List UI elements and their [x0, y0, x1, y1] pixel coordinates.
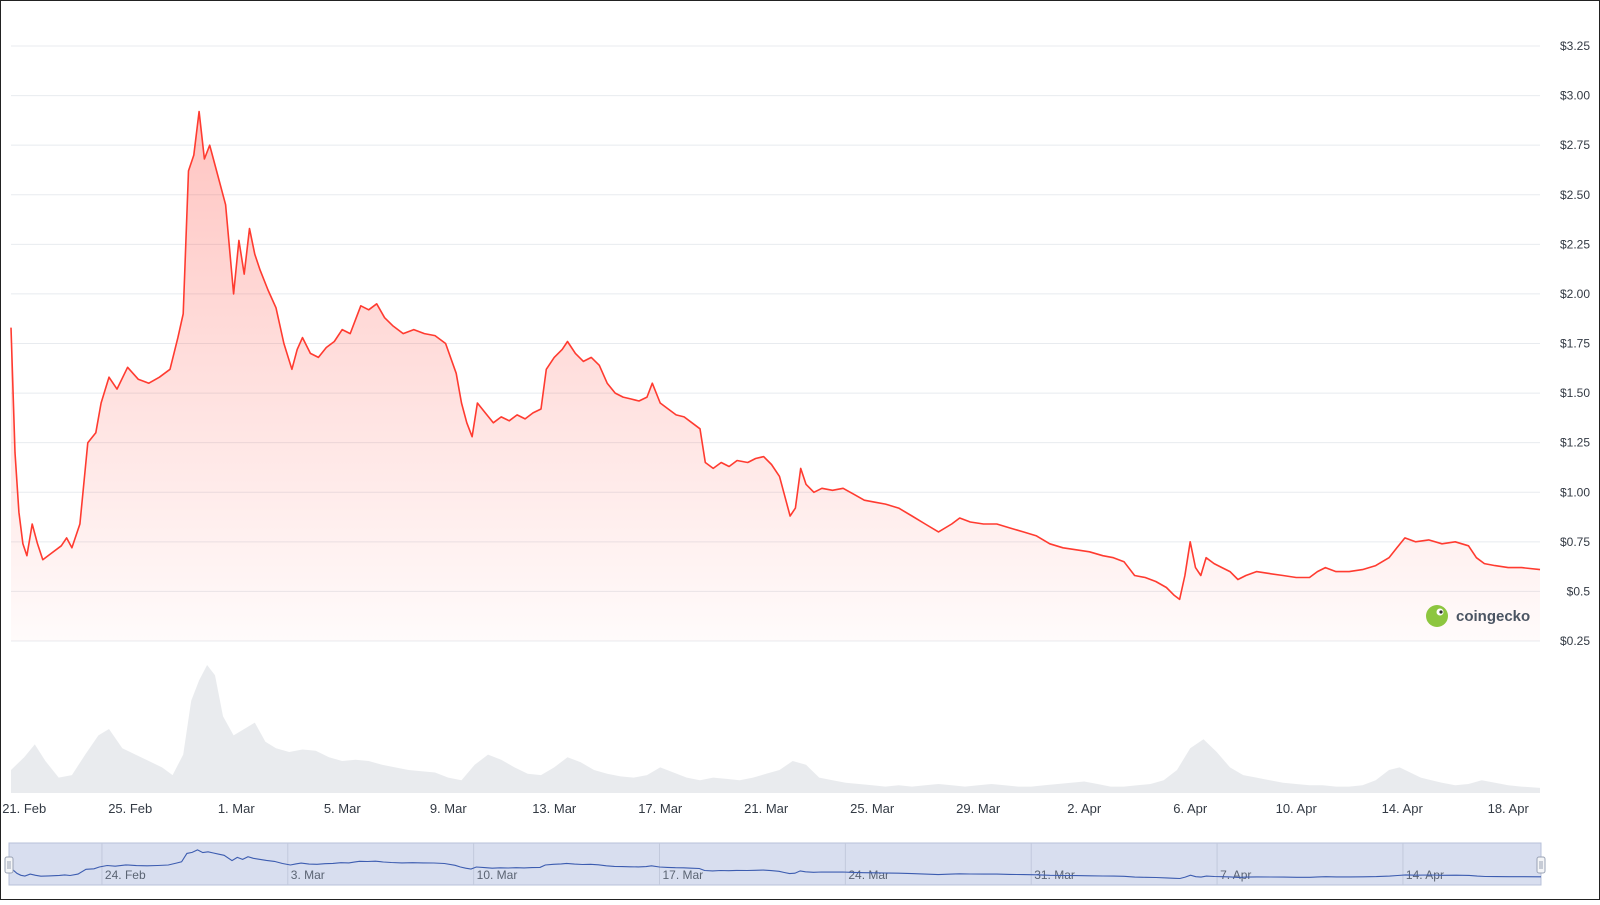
y-tick-label: $2.50 [1560, 188, 1590, 202]
navigator-tick-label: 24. Mar [848, 868, 889, 882]
y-tick-label: $0.5 [1567, 584, 1591, 598]
x-tick-label: 29. Mar [956, 801, 1001, 816]
navigator-selection[interactable] [8, 842, 1542, 886]
x-tick-label: 14. Apr [1382, 801, 1424, 816]
x-tick-label: 5. Mar [324, 801, 362, 816]
y-tick-label: $2.00 [1560, 287, 1590, 301]
coingecko-logo-pupil [1439, 610, 1443, 614]
navigator-tick-label: 10. Mar [477, 868, 518, 882]
navigator-tick-label: 17. Mar [663, 868, 704, 882]
y-tick-label: $1.75 [1560, 337, 1590, 351]
coingecko-logo-text: coingecko [1456, 608, 1530, 625]
price-series [10, 110, 1541, 641]
volume-area-path [11, 665, 1540, 793]
x-tick-label: 13. Mar [532, 801, 577, 816]
navigator-tick-label: 7. Apr [1220, 868, 1251, 882]
x-tick-label: 9. Mar [430, 801, 468, 816]
price-line [10, 110, 1541, 601]
y-tick-label: $2.75 [1560, 138, 1590, 152]
coingecko-watermark: coingecko [1426, 605, 1530, 627]
x-tick-label: 6. Apr [1173, 801, 1208, 816]
navigator-tick-label: 24. Feb [105, 868, 146, 882]
navigator-line [8, 849, 1542, 880]
x-tick-label: 25. Mar [850, 801, 895, 816]
y-tick-label: $0.25 [1560, 634, 1590, 648]
y-axis: $0.25 $0.5 $0.75 $1.00 $1.25 $1.50 $1.75 $2.00 $… [1560, 39, 1590, 648]
x-tick-label: 21. Mar [744, 801, 789, 816]
x-tick-label: 18. Apr [1488, 801, 1530, 816]
navigator-tick-label: 3. Mar [291, 868, 325, 882]
y-tick-label: $3.25 [1560, 39, 1590, 53]
y-tick-label: $2.25 [1560, 237, 1590, 251]
y-tick-label: $3.00 [1560, 89, 1590, 103]
x-tick-label: 21. Feb [2, 801, 46, 816]
coingecko-logo-icon [1426, 605, 1448, 627]
navigator-right-handle[interactable] [1536, 856, 1546, 874]
range-navigator[interactable]: 24. Feb 3. Mar 10. Mar 17. Mar 24. Mar 31. Ma… [4, 842, 1546, 886]
x-tick-label: 17. Mar [638, 801, 683, 816]
y-tick-label: $0.75 [1560, 535, 1590, 549]
x-tick-label: 10. Apr [1276, 801, 1318, 816]
y-tick-label: $1.00 [1560, 485, 1590, 499]
y-tick-label: $1.50 [1560, 386, 1590, 400]
volume-area [11, 665, 1540, 793]
x-tick-label: 1. Mar [218, 801, 256, 816]
x-tick-label: 25. Feb [108, 801, 152, 816]
x-axis: 21. Feb 25. Feb 1. Mar 5. Mar 9. Mar 13. Mar 1… [2, 801, 1529, 816]
navigator-left-handle[interactable] [4, 856, 14, 874]
price-area-fill [11, 111, 1540, 641]
x-tick-label: 2. Apr [1067, 801, 1102, 816]
y-tick-label: $1.25 [1560, 436, 1590, 450]
